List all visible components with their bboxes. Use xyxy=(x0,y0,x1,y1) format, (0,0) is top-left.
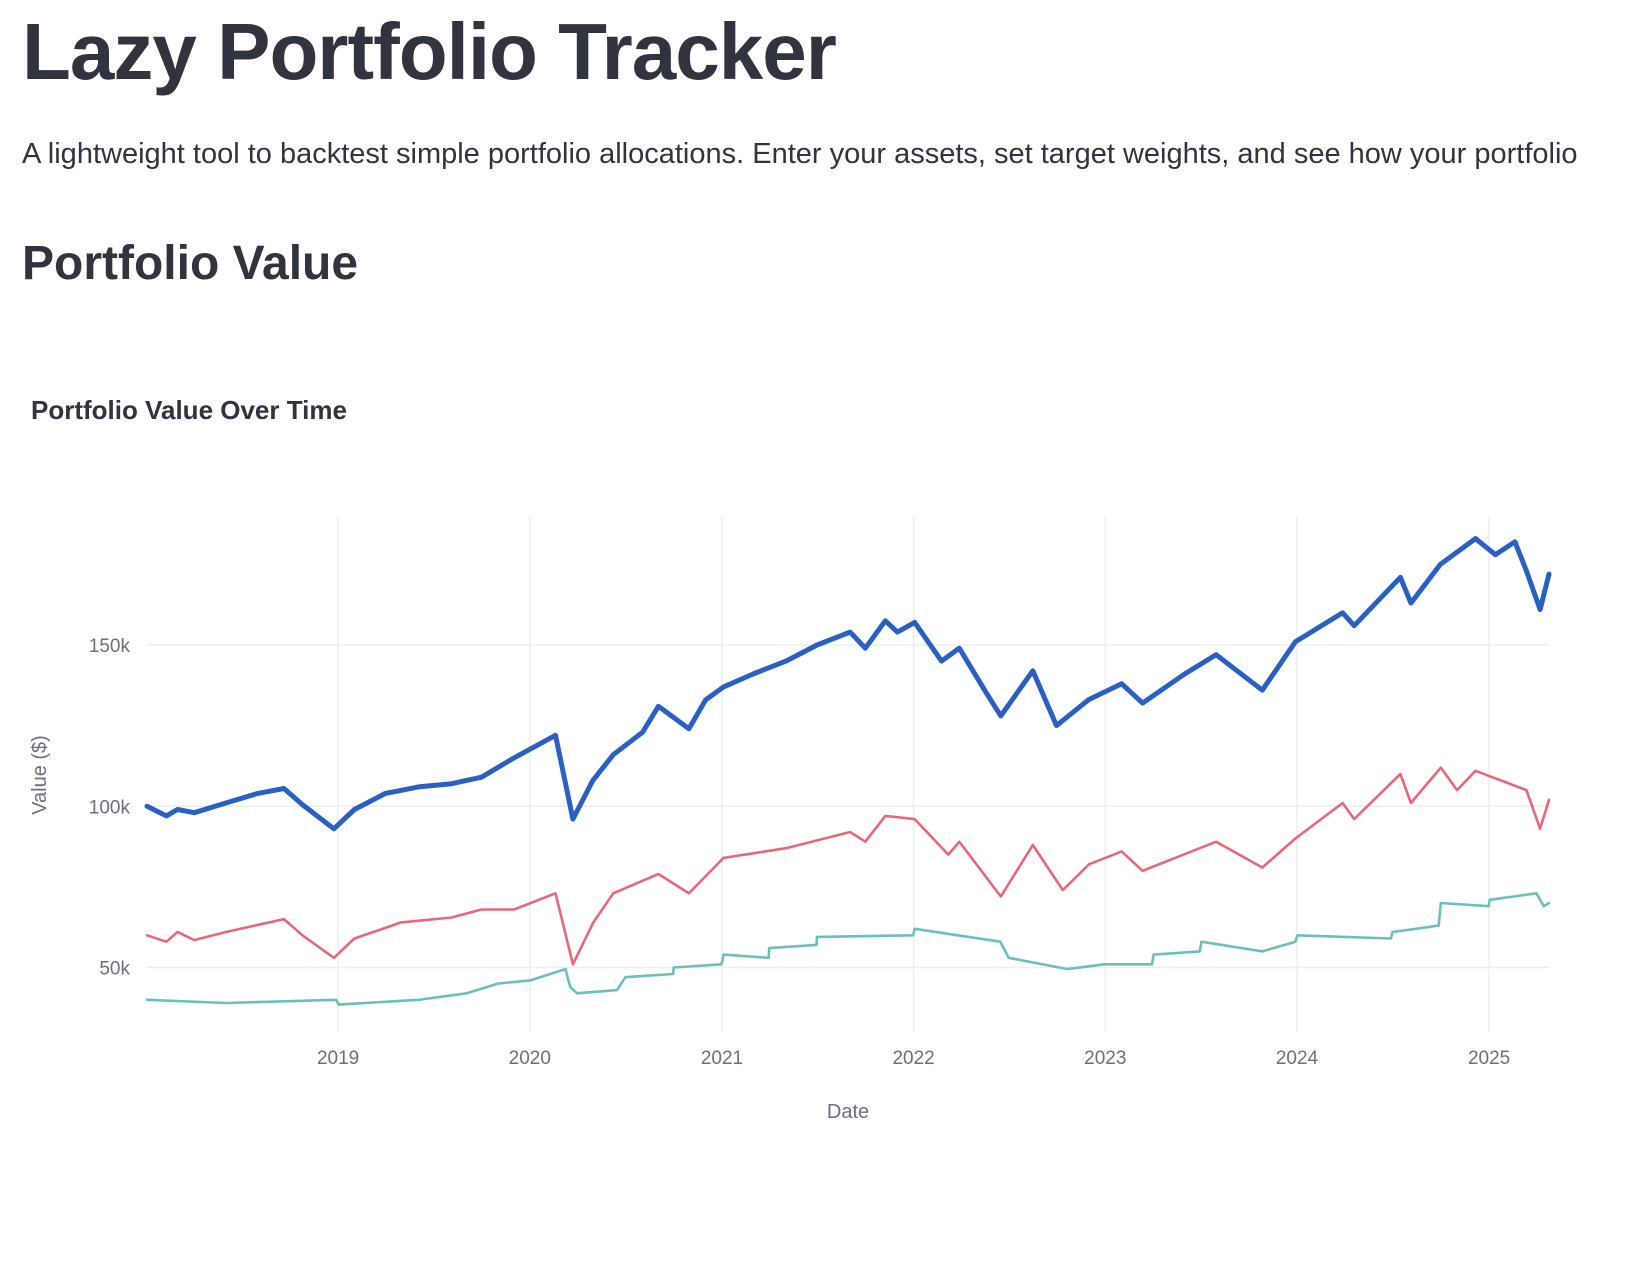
y-tick-label-100k: 100k xyxy=(89,797,131,818)
x-tick-label-2022: 2022 xyxy=(892,1048,934,1069)
x-tick-label-2020: 2020 xyxy=(509,1048,551,1069)
x-tick-label-2021: 2021 xyxy=(701,1048,743,1069)
chart-title: Portfolio Value Over Time xyxy=(31,395,347,425)
series-line-2[interactable] xyxy=(145,766,1551,966)
y-tick-label-50k: 50k xyxy=(99,959,130,980)
grid-layer xyxy=(147,516,1549,1032)
x-tick-label-2019: 2019 xyxy=(317,1048,359,1069)
app-title: Lazy Portfolio Tracker xyxy=(22,7,837,96)
x-axis-label: Date xyxy=(827,1101,869,1123)
x-tick-label-2025: 2025 xyxy=(1468,1048,1510,1069)
y-axis-label: Value ($) xyxy=(29,735,51,815)
series-line-1[interactable] xyxy=(144,536,1552,832)
section-title: Portfolio Value xyxy=(22,237,359,290)
chart-canvas[interactable]: Portfolio Value Over Time 2019 2020 2021 20… xyxy=(0,370,1636,1170)
portfolio-value-chart[interactable]: Portfolio Value Over Time 2019 2020 2021 20… xyxy=(0,370,1636,1170)
series-layer xyxy=(144,536,1552,1006)
x-tick-label-2024: 2024 xyxy=(1276,1048,1319,1069)
tick-layer: 2019 2020 2021 2022 2023 2024 2025 50k 100k 150k xyxy=(89,636,1510,1069)
app-description: A lightweight tool to backtest simple po… xyxy=(22,138,1578,170)
y-tick-label-150k: 150k xyxy=(89,636,131,657)
x-tick-label-2023: 2023 xyxy=(1084,1048,1126,1069)
series-line-3[interactable] xyxy=(145,892,1551,1006)
